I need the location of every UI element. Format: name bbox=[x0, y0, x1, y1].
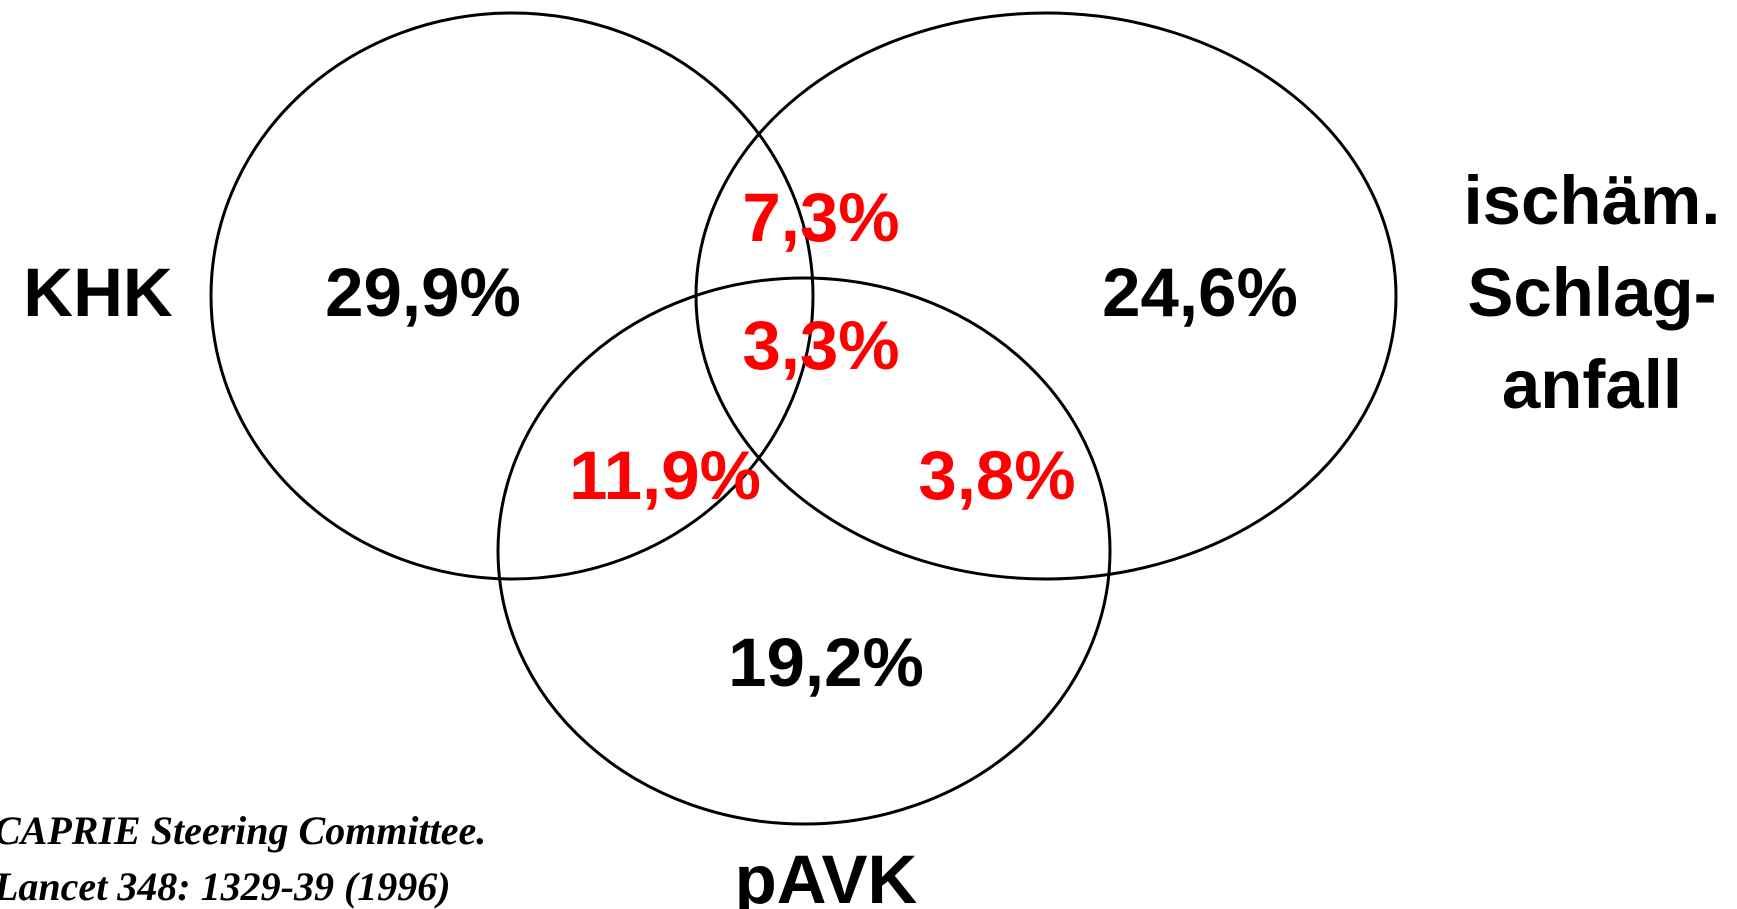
set-label: ischäm. bbox=[1464, 162, 1721, 239]
set-khk bbox=[209, 11, 815, 581]
citation: CAPRIE Steering Committee. bbox=[0, 808, 486, 853]
set-label: Schlag- bbox=[1467, 254, 1716, 331]
region-value: 29,9% bbox=[325, 254, 521, 331]
set-pavk bbox=[496, 276, 1112, 826]
set-label: pAVK bbox=[735, 841, 918, 909]
region-value: 7,3% bbox=[742, 179, 899, 256]
citation: Lancet 348: 1329-39 (1996) bbox=[0, 864, 451, 909]
region-value: 24,6% bbox=[1102, 254, 1298, 331]
region-value: 3,8% bbox=[918, 437, 1075, 514]
region-value: 19,2% bbox=[728, 624, 924, 701]
region-value: 11,9% bbox=[569, 437, 761, 514]
set-label: KHK bbox=[23, 254, 173, 331]
set-label: anfall bbox=[1502, 346, 1682, 423]
region-value: 3,3% bbox=[742, 307, 899, 384]
